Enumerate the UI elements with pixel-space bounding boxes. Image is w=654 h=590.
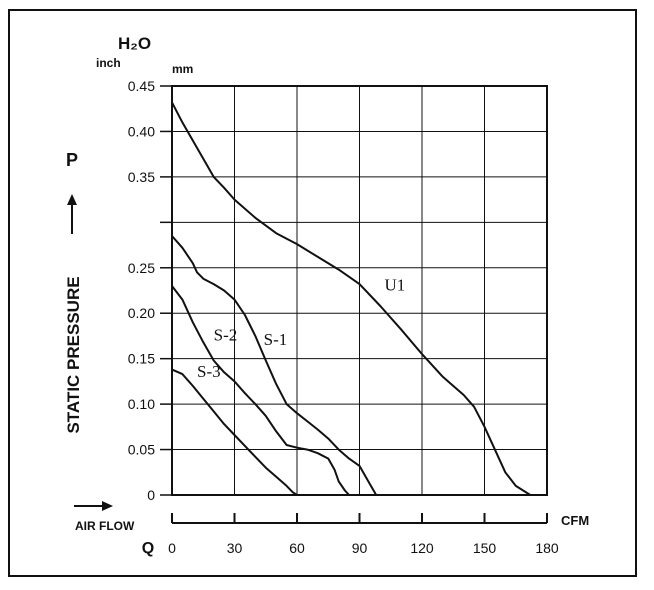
- y-tick-label: 0.10: [128, 396, 155, 412]
- curve-label-u1: U1: [385, 276, 406, 295]
- x-tick-label: 150: [473, 540, 497, 556]
- curve-label-s-2: S-2: [214, 325, 238, 344]
- outer-frame: [9, 10, 636, 576]
- x-symbol: Q: [142, 540, 154, 557]
- y-axis-title: STATIC PRESSURE: [64, 276, 83, 433]
- y-tick-label: 0.15: [128, 351, 155, 367]
- x-tick-label: 60: [289, 540, 305, 556]
- x-tick-label: 30: [227, 540, 243, 556]
- x-tick-label: 0: [168, 540, 176, 556]
- y-tick-label: 0.20: [128, 305, 155, 321]
- y-tick-label: 0.40: [128, 123, 155, 139]
- x-tick-label: 120: [410, 540, 434, 556]
- y-tick-label: 0.35: [128, 169, 155, 185]
- x-tick-label: 90: [352, 540, 368, 556]
- y-tick-label: 0: [147, 487, 155, 503]
- y-tick-label: 0.25: [128, 260, 155, 276]
- x-unit: CFM: [561, 513, 589, 528]
- y-unit-mm: mm: [172, 62, 193, 76]
- y-tick-label: 0.05: [128, 442, 155, 458]
- y-unit-water: H₂O: [118, 34, 151, 53]
- x-axis-title: AIR FLOW: [75, 519, 135, 533]
- y-symbol: P: [66, 150, 78, 170]
- y-tick-label: 0.45: [128, 78, 155, 94]
- curve-label-s-3: S-3: [197, 362, 221, 381]
- x-tick-label: 180: [535, 540, 559, 556]
- y-unit-inch: inch: [96, 56, 121, 70]
- curve-label-s-1: S-1: [264, 330, 288, 349]
